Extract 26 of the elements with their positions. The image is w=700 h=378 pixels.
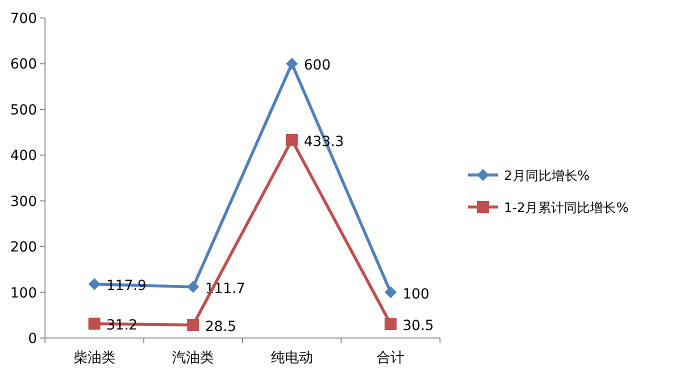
- data-label: 30.5: [402, 318, 434, 334]
- x-tick-label: 纯电动: [270, 350, 313, 366]
- y-tick-label: 700: [10, 11, 37, 27]
- y-tick-label: 600: [10, 56, 37, 73]
- legend-label: 1-2月累计同比增长%: [504, 201, 629, 216]
- point: [88, 278, 100, 290]
- y-tick-label: 300: [10, 194, 37, 210]
- y-tick-label: 400: [10, 148, 37, 164]
- data-label: 100: [402, 286, 430, 302]
- point: [286, 58, 298, 70]
- point: [187, 318, 200, 331]
- y-tick-label: 100: [10, 285, 37, 302]
- point: [384, 318, 397, 330]
- x-tick-label: 汽油类: [172, 350, 214, 366]
- point: [187, 280, 200, 293]
- x-tick-label: 合计: [376, 350, 405, 366]
- y-tick-label: 500: [10, 102, 37, 118]
- data-label: 28.5: [205, 318, 236, 335]
- y-tick-label: 200: [10, 240, 37, 256]
- y-tick-label: 0: [28, 331, 37, 347]
- point: [384, 286, 397, 298]
- point: [286, 134, 298, 146]
- x-tick-label: 柴油类: [73, 350, 116, 366]
- data-label: 600: [304, 58, 331, 74]
- legend-label: 2月同比增长%: [504, 169, 590, 184]
- point: [88, 318, 100, 330]
